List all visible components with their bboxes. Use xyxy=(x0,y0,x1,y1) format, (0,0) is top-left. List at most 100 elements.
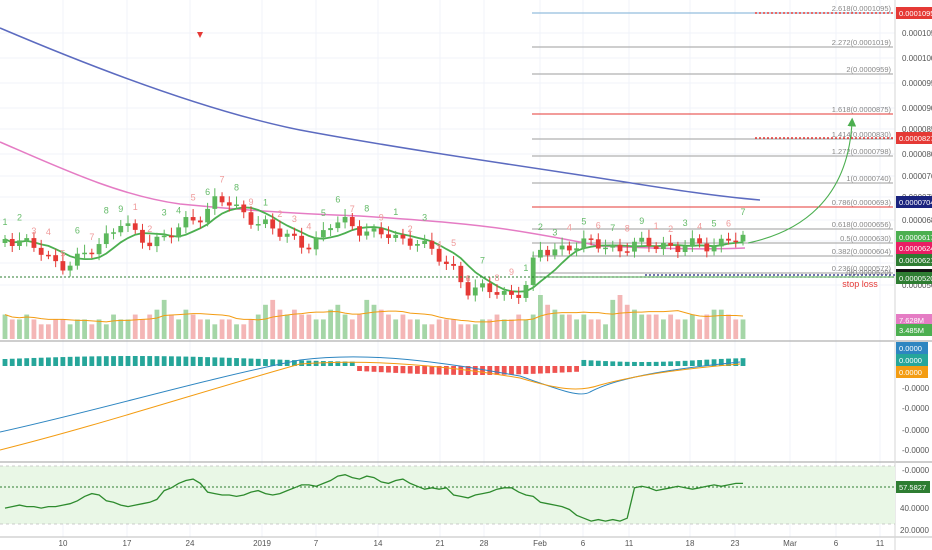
candle-body[interactable] xyxy=(407,238,413,246)
candle-body[interactable] xyxy=(248,212,254,225)
candle-body[interactable] xyxy=(190,217,196,221)
price-axis[interactable]: 0.0001050 0.0001000 0.0000950 0.0000900 0.00… xyxy=(896,7,932,535)
candle-body[interactable] xyxy=(38,247,44,255)
candle-body[interactable] xyxy=(74,253,80,266)
candle-body[interactable] xyxy=(480,283,485,288)
candle-body[interactable] xyxy=(718,238,724,247)
candle-body[interactable] xyxy=(378,228,384,235)
candle-body[interactable] xyxy=(234,204,239,207)
candle-body[interactable] xyxy=(632,241,637,252)
candle-body[interactable] xyxy=(96,244,102,255)
candle-body[interactable] xyxy=(530,257,536,285)
candle-body[interactable] xyxy=(9,239,15,246)
candle-body[interactable] xyxy=(733,240,739,243)
candle-body[interactable] xyxy=(255,224,261,226)
candle-body[interactable] xyxy=(689,238,695,247)
candle-body[interactable] xyxy=(263,219,268,225)
candle-body[interactable] xyxy=(581,238,587,249)
candle-body[interactable] xyxy=(538,249,543,258)
candle-body[interactable] xyxy=(17,240,22,246)
candle-body[interactable] xyxy=(335,222,341,229)
candle-body[interactable] xyxy=(292,233,297,236)
price-pane[interactable]: 2.618(0.0001095) 2.272(0.0001019) 2(0.0000… xyxy=(0,4,895,304)
candle-body[interactable] xyxy=(46,254,51,257)
candle-body[interactable] xyxy=(386,234,391,238)
candle-body[interactable] xyxy=(82,252,87,255)
candle-body[interactable] xyxy=(501,290,507,295)
candle-body[interactable] xyxy=(675,245,681,253)
candle-body[interactable] xyxy=(668,242,674,246)
candle-body[interactable] xyxy=(284,233,290,237)
candle-body[interactable] xyxy=(566,245,572,251)
candle-body[interactable] xyxy=(147,242,153,247)
candle-body[interactable] xyxy=(349,217,355,227)
candle-body[interactable] xyxy=(299,235,305,248)
candle-body[interactable] xyxy=(436,248,442,262)
candle-body[interactable] xyxy=(60,261,66,271)
candle-body[interactable] xyxy=(270,219,276,229)
candle-body[interactable] xyxy=(169,235,174,238)
candle-body[interactable] xyxy=(653,246,659,250)
candle-body[interactable] xyxy=(458,265,464,283)
candle-body[interactable] xyxy=(2,239,8,243)
rsi-pane[interactable] xyxy=(0,465,895,525)
candle-body[interactable] xyxy=(451,263,456,266)
candle-body[interactable] xyxy=(443,261,449,264)
candle-body[interactable] xyxy=(357,226,362,236)
candle-body[interactable] xyxy=(574,248,579,251)
candle-body[interactable] xyxy=(140,229,145,243)
macd-pane[interactable] xyxy=(0,356,746,451)
candle-body[interactable] xyxy=(509,290,514,295)
candle-body[interactable] xyxy=(682,246,688,253)
candle-body[interactable] xyxy=(704,243,710,252)
candle-body[interactable] xyxy=(393,234,399,238)
candle-body[interactable] xyxy=(320,230,326,238)
candle-body[interactable] xyxy=(111,232,116,234)
candle-body[interactable] xyxy=(371,228,377,232)
candle-body[interactable] xyxy=(465,282,471,296)
candle-body[interactable] xyxy=(726,238,731,241)
candle-body[interactable] xyxy=(24,238,30,241)
candle-body[interactable] xyxy=(176,227,182,238)
time-axis[interactable]: 10 17 24 2019 7 14 21 28 Feb 6 11 18 23 Mar 6 11 xyxy=(59,539,885,548)
candle-body[interactable] xyxy=(277,228,283,237)
candle-body[interactable] xyxy=(603,247,608,250)
candle-body[interactable] xyxy=(132,223,138,230)
candle-body[interactable] xyxy=(400,234,406,239)
candle-body[interactable] xyxy=(197,220,203,223)
candle-body[interactable] xyxy=(364,231,370,236)
candle-body[interactable] xyxy=(31,238,37,248)
candle-body[interactable] xyxy=(313,237,319,250)
candle-body[interactable] xyxy=(617,244,623,252)
candle-body[interactable] xyxy=(624,251,630,253)
candle-body[interactable] xyxy=(422,240,428,245)
candle-body[interactable] xyxy=(472,287,478,296)
candle-body[interactable] xyxy=(516,294,522,298)
candle-body[interactable] xyxy=(154,236,160,247)
candle-body[interactable] xyxy=(552,249,558,256)
candle-body[interactable] xyxy=(183,217,189,228)
candle-body[interactable] xyxy=(103,233,109,245)
candle-body[interactable] xyxy=(487,283,493,293)
candle-body[interactable] xyxy=(306,247,312,250)
candle-body[interactable] xyxy=(523,284,529,298)
candle-body[interactable] xyxy=(161,235,167,238)
candle-body[interactable] xyxy=(740,234,746,242)
candle-body[interactable] xyxy=(328,228,333,231)
candle-body[interactable] xyxy=(711,246,717,252)
candle-body[interactable] xyxy=(212,196,218,209)
candle-body[interactable] xyxy=(588,238,594,240)
candle-body[interactable] xyxy=(219,196,225,203)
candle-body[interactable] xyxy=(697,238,702,244)
candle-body[interactable] xyxy=(118,225,124,233)
candle-body[interactable] xyxy=(559,245,565,250)
candle-body[interactable] xyxy=(89,252,95,255)
candle-body[interactable] xyxy=(639,237,645,242)
candle-body[interactable] xyxy=(226,202,232,206)
candle-body[interactable] xyxy=(661,242,666,250)
candle-body[interactable] xyxy=(205,208,210,223)
candle-body[interactable] xyxy=(241,204,247,213)
candle-body[interactable] xyxy=(646,237,652,247)
candle-body[interactable] xyxy=(53,255,59,262)
